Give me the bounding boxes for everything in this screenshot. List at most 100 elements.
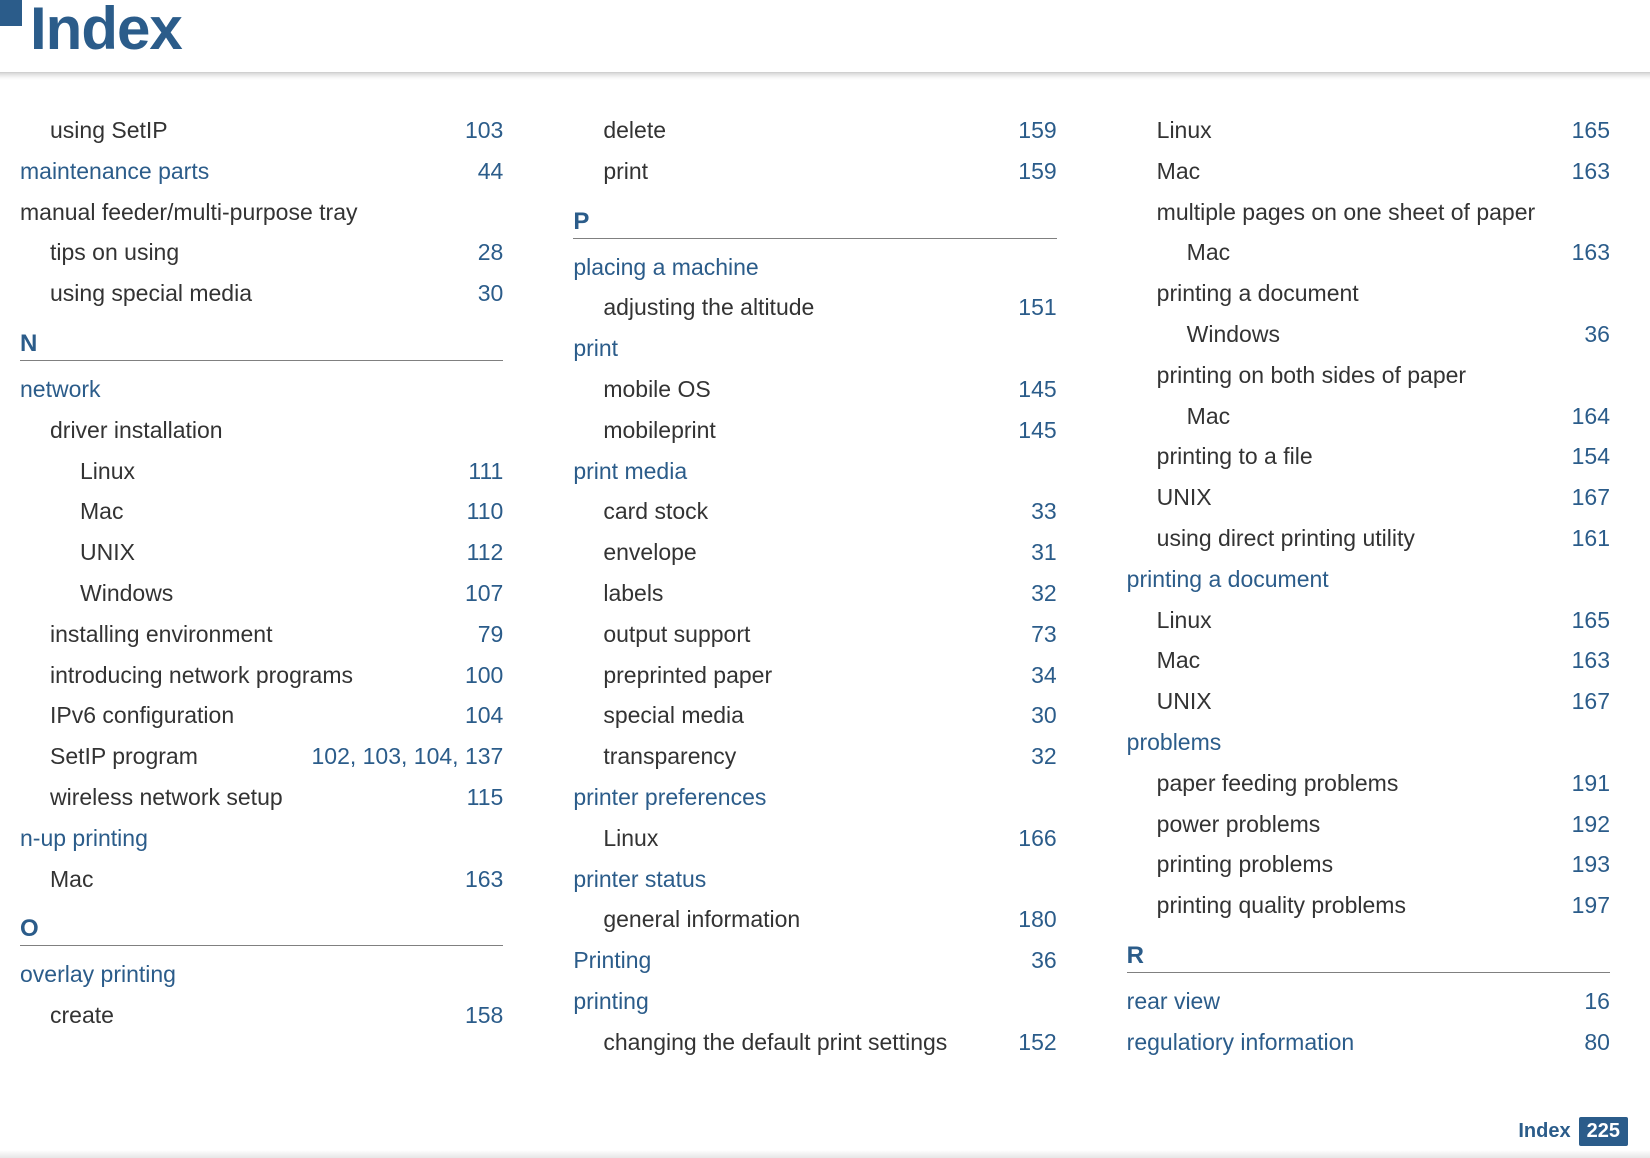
entry-page[interactable]: 151 bbox=[1018, 289, 1056, 326]
entry-page[interactable]: 32 bbox=[1031, 738, 1057, 775]
index-content: using SetIP103maintenance parts44manual … bbox=[0, 90, 1650, 1065]
entry-page[interactable]: 115 bbox=[467, 779, 504, 816]
index-entry[interactable]: print159 bbox=[573, 153, 1056, 190]
index-entry[interactable]: card stock33 bbox=[573, 493, 1056, 530]
index-entry[interactable]: paper feeding problems191 bbox=[1127, 765, 1610, 802]
entry-page[interactable]: 73 bbox=[1031, 616, 1057, 653]
entry-page[interactable]: 145 bbox=[1018, 412, 1056, 449]
entry-page[interactable]: 163 bbox=[465, 861, 503, 898]
entry-page[interactable]: 79 bbox=[478, 616, 504, 653]
index-entry[interactable]: transparency32 bbox=[573, 738, 1056, 775]
index-entry[interactable]: UNIX112 bbox=[20, 534, 503, 571]
entry-page[interactable]: 165 bbox=[1572, 112, 1610, 149]
index-entry[interactable]: rear view16 bbox=[1127, 983, 1610, 1020]
entry-label: UNIX bbox=[1157, 683, 1212, 720]
index-entry[interactable]: mobileprint145 bbox=[573, 412, 1056, 449]
index-entry[interactable]: power problems192 bbox=[1127, 806, 1610, 843]
entry-page[interactable]: 80 bbox=[1584, 1024, 1610, 1061]
entry-page[interactable]: 158 bbox=[465, 997, 503, 1034]
index-entry[interactable]: Mac163 bbox=[1127, 153, 1610, 190]
index-entry[interactable]: introducing network programs100 bbox=[20, 657, 503, 694]
entry-page[interactable]: 167 bbox=[1572, 479, 1610, 516]
index-column-1: using SetIP103maintenance parts44manual … bbox=[20, 112, 503, 1065]
index-entry[interactable]: preprinted paper34 bbox=[573, 657, 1056, 694]
entry-page[interactable]: 145 bbox=[1018, 371, 1056, 408]
entry-page[interactable]: 103 bbox=[465, 112, 503, 149]
entry-page[interactable]: 28 bbox=[478, 234, 504, 271]
index-entry[interactable]: Mac163 bbox=[1127, 642, 1610, 679]
entry-page[interactable]: 159 bbox=[1018, 112, 1056, 149]
entry-page[interactable]: 193 bbox=[1572, 846, 1610, 883]
entry-page[interactable]: 197 bbox=[1572, 887, 1610, 924]
entry-page[interactable]: 163 bbox=[1572, 153, 1610, 190]
entry-page[interactable]: 33 bbox=[1031, 493, 1057, 530]
index-entry[interactable]: envelope31 bbox=[573, 534, 1056, 571]
index-entry[interactable]: Mac164 bbox=[1127, 398, 1610, 435]
entry-page[interactable]: 30 bbox=[1031, 697, 1057, 734]
index-entry[interactable]: changing the default print settings152 bbox=[573, 1024, 1056, 1061]
index-entry[interactable]: tips on using28 bbox=[20, 234, 503, 271]
index-entry[interactable]: general information180 bbox=[573, 901, 1056, 938]
entry-page[interactable]: 159 bbox=[1018, 153, 1056, 190]
entry-page[interactable]: 104 bbox=[465, 697, 503, 734]
index-entry[interactable]: wireless network setup115 bbox=[20, 779, 503, 816]
entry-page[interactable]: 32 bbox=[1031, 575, 1057, 612]
entry-page[interactable]: 167 bbox=[1572, 683, 1610, 720]
entry-page[interactable]: 31 bbox=[1031, 534, 1057, 571]
entry-page[interactable]: 191 bbox=[1572, 765, 1610, 802]
index-entry[interactable]: regulatiory information80 bbox=[1127, 1024, 1610, 1061]
index-entry[interactable]: Linux111 bbox=[20, 453, 503, 490]
index-entry[interactable]: UNIX 167 bbox=[1127, 683, 1610, 720]
index-entry[interactable]: labels32 bbox=[573, 575, 1056, 612]
index-entry[interactable]: special media30 bbox=[573, 697, 1056, 734]
index-entry[interactable]: Mac110 bbox=[20, 493, 503, 530]
index-entry[interactable]: Mac163 bbox=[1127, 234, 1610, 271]
entry-page[interactable]: 165 bbox=[1572, 602, 1610, 639]
index-entry[interactable]: delete159 bbox=[573, 112, 1056, 149]
entry-page[interactable]: 164 bbox=[1572, 398, 1610, 435]
index-entry[interactable]: mobile OS145 bbox=[573, 371, 1056, 408]
index-entry[interactable]: Mac163 bbox=[20, 861, 503, 898]
index-entry[interactable]: Linux165 bbox=[1127, 112, 1610, 149]
index-entry[interactable]: printing quality problems197 bbox=[1127, 887, 1610, 924]
index-entry[interactable]: using direct printing utility 161 bbox=[1127, 520, 1610, 557]
entry-page[interactable]: 16 bbox=[1584, 983, 1610, 1020]
entry-page[interactable]: 107 bbox=[465, 575, 503, 612]
index-entry[interactable]: output support73 bbox=[573, 616, 1056, 653]
index-entry[interactable]: Windows36 bbox=[1127, 316, 1610, 353]
entry-page[interactable]: 34 bbox=[1031, 657, 1057, 694]
entry-page[interactable]: 100 bbox=[465, 657, 503, 694]
entry-page[interactable]: 36 bbox=[1584, 316, 1610, 353]
index-entry[interactable]: maintenance parts44 bbox=[20, 153, 503, 190]
entry-page[interactable]: 44 bbox=[478, 153, 504, 190]
entry-page[interactable]: 180 bbox=[1018, 901, 1056, 938]
entry-page[interactable]: 102, 103, 104, 137 bbox=[311, 738, 503, 775]
entry-page[interactable]: 111 bbox=[468, 453, 503, 490]
entry-page[interactable]: 166 bbox=[1018, 820, 1056, 857]
index-entry[interactable]: Linux165 bbox=[1127, 602, 1610, 639]
entry-page[interactable]: 161 bbox=[1572, 520, 1610, 557]
entry-page[interactable]: 163 bbox=[1572, 234, 1610, 271]
index-entry[interactable]: using SetIP103 bbox=[20, 112, 503, 149]
entry-page[interactable]: 154 bbox=[1572, 438, 1610, 475]
index-entry[interactable]: using special media30 bbox=[20, 275, 503, 312]
entry-page[interactable]: 163 bbox=[1572, 642, 1610, 679]
index-entry[interactable]: IPv6 configuration104 bbox=[20, 697, 503, 734]
index-entry[interactable]: adjusting the altitude151 bbox=[573, 289, 1056, 326]
index-entry[interactable]: printing to a file154 bbox=[1127, 438, 1610, 475]
index-entry[interactable]: create158 bbox=[20, 997, 503, 1034]
entry-page[interactable]: 30 bbox=[478, 275, 504, 312]
entry-page[interactable]: 192 bbox=[1572, 806, 1610, 843]
index-entry[interactable]: SetIP program102, 103, 104, 137 bbox=[20, 738, 503, 775]
entry-page[interactable]: 36 bbox=[1031, 942, 1057, 979]
entry-page[interactable]: 110 bbox=[467, 493, 504, 530]
index-entry[interactable]: UNIX167 bbox=[1127, 479, 1610, 516]
index-entry[interactable]: installing environment79 bbox=[20, 616, 503, 653]
entry-label: using direct printing utility bbox=[1157, 520, 1415, 557]
index-entry[interactable]: printing problems193 bbox=[1127, 846, 1610, 883]
entry-page[interactable]: 152 bbox=[1018, 1024, 1056, 1061]
index-entry[interactable]: Linux166 bbox=[573, 820, 1056, 857]
entry-page[interactable]: 112 bbox=[467, 534, 504, 571]
index-entry[interactable]: Windows107 bbox=[20, 575, 503, 612]
index-entry[interactable]: Printing36 bbox=[573, 942, 1056, 979]
